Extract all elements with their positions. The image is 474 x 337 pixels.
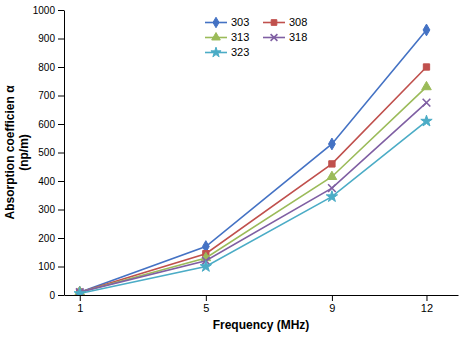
y-tick: 1000 [33,5,64,16]
legend-item: 323 [205,46,249,58]
legend-swatch-marker [271,20,277,26]
x-tick-label: 9 [329,302,335,314]
y-axis: 0 100 200 300 400 500 600 700 800 900 1000 [33,5,65,301]
legend-background [199,12,323,63]
x-tick-label: 1 [77,302,83,314]
y-tick: 900 [38,33,64,44]
legend-swatch-marker [213,17,219,28]
x-tick: 5 [203,295,209,314]
point [329,161,335,167]
x-tick: 1 [77,295,83,314]
x-axis-title: Frequency (MHz) [213,318,310,332]
y-tick: 700 [38,90,64,101]
y-tick-label: 500 [38,147,55,158]
point [423,64,429,70]
line [80,87,427,292]
y-tick-mark [58,295,64,296]
point [327,171,337,179]
y-tick-mark [58,39,64,40]
y-tick: 300 [38,204,64,215]
y-tick-label: 400 [38,176,55,187]
line [80,30,427,292]
legend-item: 313 [205,31,249,43]
point [326,191,337,202]
y-tick-mark [58,10,64,11]
legend-swatch-marker [271,34,278,41]
y-tick-mark [58,210,64,211]
legend-label: 313 [231,31,249,43]
y-tick: 0 [49,290,64,301]
x-axis: 1 5 9 12 [65,295,459,314]
y-tick: 600 [38,119,64,130]
x-tick-mark [206,295,207,301]
y-tick-label: 0 [49,290,55,301]
point [200,261,211,272]
x-axis-line [65,295,459,296]
series [76,24,430,295]
y-tick: 200 [38,233,64,244]
legend-label: 318 [289,31,307,43]
y-axis-title-line: Absorption coefficien α [3,85,17,220]
point [421,115,432,126]
legend-label: 323 [231,46,249,58]
point [329,138,336,150]
y-tick-mark [58,181,64,182]
point [422,81,432,89]
point [74,288,85,295]
line [80,103,427,293]
y-tick-mark [58,96,64,97]
y-tick-label: 1000 [33,5,56,16]
y-tick: 100 [38,261,64,272]
y-tick-label: 100 [38,261,55,272]
series [76,99,430,295]
x-tick-mark [80,295,81,301]
x-tick: 9 [329,295,335,314]
y-tick-mark [58,238,64,239]
x-tick: 12 [421,295,433,314]
y-tick-label: 900 [38,33,55,44]
point [423,99,431,107]
y-tick-label: 600 [38,119,55,130]
legend-item: 303 [205,16,249,28]
y-axis-title-line: (np/m) [17,134,31,171]
legend-item: 308 [263,16,307,28]
y-tick-label: 800 [38,62,55,73]
y-tick: 800 [38,62,64,73]
series [75,81,431,295]
y-axis-title: Absorption coefficien α(np/m) [3,85,31,220]
y-axis-line [64,11,65,296]
legend-label: 308 [289,16,307,28]
point [423,24,430,36]
x-tick-mark [332,295,333,301]
y-tick-mark [58,153,64,154]
y-tick-mark [58,67,64,68]
legend-swatch-marker [212,33,221,40]
y-tick-label: 300 [38,204,55,215]
plot: 1 5 9 12 0 100 200 300 400 500 600 700 800 900 1000 303… [33,5,459,314]
legend: 303 308 313 318 323 [199,12,323,63]
x-tick-label: 5 [203,302,209,314]
y-tick-label: 700 [38,90,55,101]
y-tick-mark [58,124,64,125]
x-tick-mark [426,295,427,301]
y-tick-mark [58,267,64,268]
chart: 1 5 9 12 0 100 200 300 400 500 600 700 800 900 1000 303… [0,0,474,337]
x-tick-label: 12 [421,302,433,314]
legend-label: 303 [231,16,249,28]
legend-swatch-marker [211,47,221,57]
series [77,64,430,295]
legend-item: 318 [263,31,307,43]
line [80,121,427,293]
y-tick-label: 200 [38,233,55,244]
series [74,115,432,295]
line [80,67,427,292]
marks [74,24,432,295]
y-tick: 400 [38,176,64,187]
y-tick: 500 [38,147,64,158]
